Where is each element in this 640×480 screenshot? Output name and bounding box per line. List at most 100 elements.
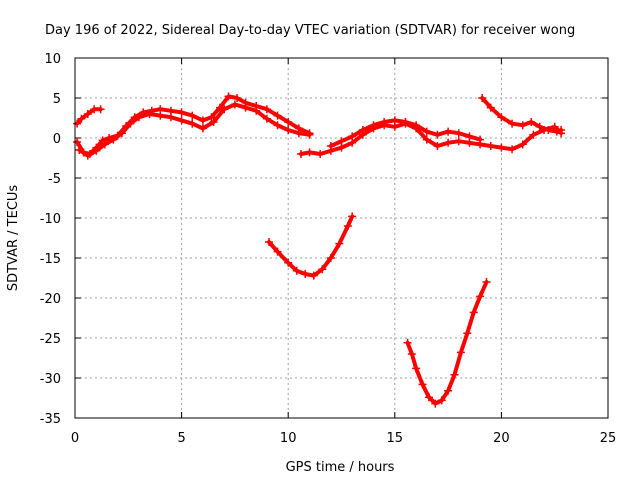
data-point xyxy=(412,364,421,373)
data-point xyxy=(444,138,453,147)
data-point xyxy=(497,113,506,122)
data-point xyxy=(433,130,442,139)
data-point xyxy=(145,110,154,118)
x-tick-label: 0 xyxy=(71,431,79,446)
y-tick-label: -25 xyxy=(40,332,61,347)
data-point xyxy=(518,140,527,149)
y-tick-label: -10 xyxy=(40,212,61,227)
data-point xyxy=(309,271,318,280)
data-point xyxy=(73,119,82,128)
data-point xyxy=(450,370,459,379)
series-arc-a xyxy=(75,107,103,126)
data-point xyxy=(220,105,229,114)
data-point xyxy=(335,239,344,248)
y-axis-label: SDTVAR / TECUs xyxy=(6,185,21,292)
data-point xyxy=(424,393,433,402)
data-point xyxy=(486,142,495,150)
y-tick-label: -30 xyxy=(40,372,61,387)
plot-frame xyxy=(74,57,609,419)
x-axis-label: GPS time / hours xyxy=(286,460,395,475)
series-arc-c xyxy=(77,102,312,158)
data-point xyxy=(117,129,126,138)
data-point xyxy=(508,119,517,128)
data-point xyxy=(75,146,84,154)
data-point xyxy=(73,138,82,146)
data-point xyxy=(109,135,118,144)
data-point xyxy=(337,137,346,146)
data-point xyxy=(301,270,310,278)
data-point xyxy=(433,142,442,150)
data-point xyxy=(535,122,544,131)
data-point xyxy=(177,116,186,125)
data-point xyxy=(465,132,474,141)
series-arc-h xyxy=(405,280,489,406)
y-tick-label: 5 xyxy=(53,92,61,107)
data-point xyxy=(198,116,207,125)
data-point xyxy=(418,380,427,389)
data-point xyxy=(77,114,86,123)
data-point xyxy=(252,106,261,115)
data-point xyxy=(273,111,282,120)
data-point xyxy=(469,308,478,317)
data-point xyxy=(343,222,352,230)
data-point xyxy=(134,113,143,122)
data-point xyxy=(527,118,536,126)
data-point xyxy=(230,100,239,109)
data-point xyxy=(348,212,357,221)
data-point xyxy=(209,118,218,126)
data-point xyxy=(233,94,242,102)
y-tick-label: 0 xyxy=(53,132,61,147)
data-point xyxy=(407,350,416,358)
data-point xyxy=(318,265,327,274)
data-point xyxy=(273,247,282,256)
data-point xyxy=(188,111,197,120)
data-point xyxy=(156,111,165,120)
data-point xyxy=(529,130,538,139)
data-point xyxy=(454,129,463,138)
data-point xyxy=(241,103,250,112)
x-tick-label: 5 xyxy=(177,431,185,446)
data-series xyxy=(73,92,566,408)
series-arc-d xyxy=(299,121,564,156)
data-point xyxy=(380,118,389,126)
data-point xyxy=(401,118,410,126)
data-point xyxy=(358,126,367,134)
data-point xyxy=(437,396,446,405)
data-point xyxy=(188,119,197,128)
data-point xyxy=(166,113,175,122)
data-point xyxy=(292,266,301,275)
data-point xyxy=(262,105,271,114)
data-point xyxy=(92,146,101,155)
data-point xyxy=(224,92,233,101)
y-tick-label: 10 xyxy=(44,52,61,67)
data-point xyxy=(198,124,207,133)
data-point xyxy=(463,329,472,338)
x-tick-label: 15 xyxy=(387,431,404,446)
data-point xyxy=(100,140,109,149)
data-point xyxy=(544,126,553,134)
data-point xyxy=(305,130,314,139)
data-point xyxy=(557,126,566,134)
chart-title: Day 196 of 2022, Sidereal Day-to-day VTE… xyxy=(45,23,575,38)
data-point xyxy=(262,114,271,123)
data-point xyxy=(444,386,453,395)
data-point xyxy=(454,137,463,146)
data-point xyxy=(518,121,527,130)
data-point xyxy=(476,292,485,301)
data-point xyxy=(316,150,325,158)
y-tick-label: -5 xyxy=(48,172,61,187)
data-point xyxy=(96,105,105,114)
data-point xyxy=(177,108,186,117)
data-point xyxy=(284,126,293,134)
data-point xyxy=(207,113,216,122)
tick-labels: 0 5 10 15 20 25 10 5 0 -5 -10 -15 -20 -25 -30 -35 xyxy=(40,52,617,446)
data-point xyxy=(215,103,224,112)
data-point xyxy=(508,145,517,154)
data-point xyxy=(486,103,495,112)
data-point xyxy=(552,127,561,136)
data-point xyxy=(83,151,92,160)
y-tick-label: -15 xyxy=(40,252,61,267)
data-point xyxy=(390,116,399,125)
data-point xyxy=(497,143,506,152)
